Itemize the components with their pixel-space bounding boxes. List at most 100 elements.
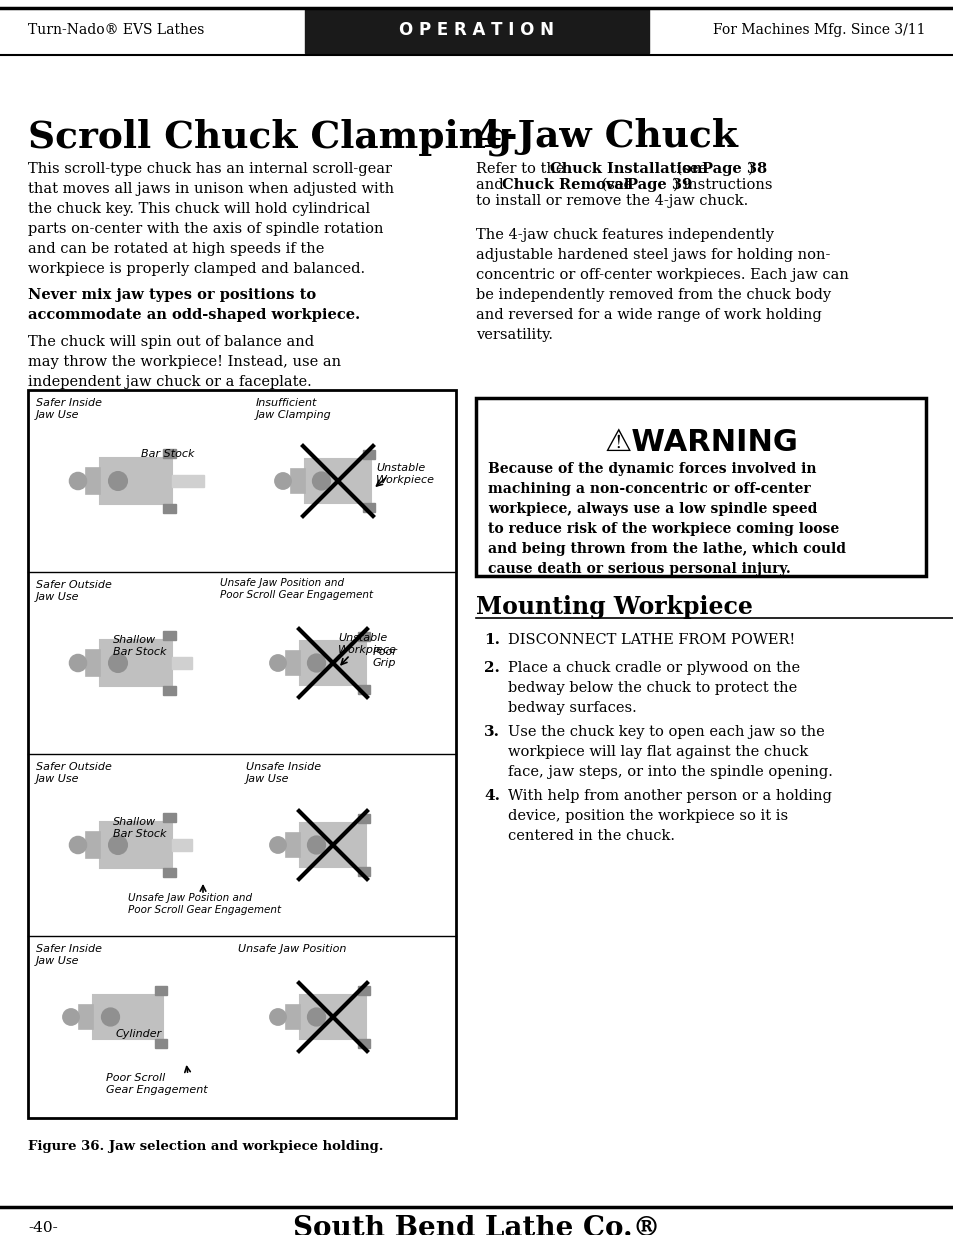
Text: Jaw Use: Jaw Use	[36, 592, 79, 601]
Text: Safer Inside: Safer Inside	[36, 398, 102, 408]
Bar	[154, 1039, 167, 1047]
Text: Poor Scroll Gear Engagement: Poor Scroll Gear Engagement	[128, 905, 281, 915]
Circle shape	[109, 836, 127, 855]
Bar	[357, 1039, 370, 1047]
Text: O P E R A T I O N: O P E R A T I O N	[399, 21, 554, 40]
Bar	[163, 685, 176, 695]
Text: Figure 36. Jaw selection and workpiece holding.: Figure 36. Jaw selection and workpiece h…	[28, 1140, 383, 1153]
Text: Poor: Poor	[373, 647, 397, 657]
Circle shape	[63, 1009, 79, 1025]
Bar	[363, 503, 375, 511]
Bar	[28, 390, 456, 1118]
Bar	[172, 839, 192, 851]
Text: Shallow: Shallow	[112, 635, 156, 645]
Bar	[86, 468, 100, 494]
Text: (see: (see	[671, 162, 711, 177]
Circle shape	[270, 1009, 286, 1025]
Text: ): )	[747, 162, 753, 177]
Text: Safer Outside: Safer Outside	[36, 762, 112, 772]
Text: Use the chuck key to open each jaw so the
workpiece will lay flat against the ch: Use the chuck key to open each jaw so th…	[507, 725, 832, 779]
Text: Poor Scroll Gear Engagement: Poor Scroll Gear Engagement	[220, 590, 373, 600]
Text: ⚠WARNING: ⚠WARNING	[603, 429, 797, 457]
Text: Jaw Use: Jaw Use	[36, 774, 79, 784]
Text: Chuck Removal: Chuck Removal	[501, 178, 629, 191]
Text: Jaw Clamping: Jaw Clamping	[255, 410, 332, 420]
Text: Workpiece: Workpiece	[337, 645, 396, 655]
Text: Unsafe Inside: Unsafe Inside	[246, 762, 321, 772]
Text: The 4-jaw chuck features independently
adjustable hardened steel jaws for holdin: The 4-jaw chuck features independently a…	[476, 228, 848, 342]
Text: Unsafe Jaw Position and: Unsafe Jaw Position and	[220, 578, 344, 588]
Text: Turn-Nado® EVS Lathes: Turn-Nado® EVS Lathes	[28, 23, 204, 37]
Bar	[357, 632, 370, 641]
Bar	[363, 451, 375, 459]
Text: With help from another person or a holding
device, position the workpiece so it : With help from another person or a holdi…	[507, 789, 831, 844]
Text: ) instructions: ) instructions	[672, 178, 772, 191]
Text: Bar Stock: Bar Stock	[112, 829, 167, 839]
Text: DISCONNECT LATHE FROM POWER!: DISCONNECT LATHE FROM POWER!	[507, 634, 795, 647]
Text: Unsafe Jaw Position and: Unsafe Jaw Position and	[128, 893, 252, 903]
Bar	[299, 823, 366, 867]
Bar	[163, 448, 176, 458]
Bar	[357, 867, 370, 876]
Circle shape	[70, 473, 87, 489]
Circle shape	[270, 655, 286, 671]
Text: Gear Engagement: Gear Engagement	[106, 1086, 208, 1095]
Text: Jaw Use: Jaw Use	[246, 774, 289, 784]
Bar	[100, 640, 172, 685]
Bar	[79, 1005, 92, 1029]
Bar	[305, 459, 371, 503]
Bar	[299, 995, 366, 1039]
Bar	[86, 651, 100, 676]
Text: -40-: -40-	[28, 1221, 58, 1235]
Circle shape	[308, 1008, 325, 1026]
Text: 4-Jaw Chuck: 4-Jaw Chuck	[476, 119, 737, 156]
Bar	[163, 868, 176, 877]
Text: Scroll Chuck Clamping: Scroll Chuck Clamping	[28, 119, 512, 156]
Bar	[172, 474, 204, 488]
Text: Cylinder: Cylinder	[116, 1029, 162, 1039]
Text: Unsafe Jaw Position: Unsafe Jaw Position	[237, 944, 346, 953]
Bar	[86, 832, 100, 857]
Text: Jaw Use: Jaw Use	[36, 410, 79, 420]
Text: 4.: 4.	[483, 789, 499, 803]
Text: Never mix jaw types or positions to
accommodate an odd-shaped workpiece.: Never mix jaw types or positions to acco…	[28, 288, 359, 322]
Bar	[286, 651, 299, 676]
Bar	[357, 987, 370, 995]
Bar	[100, 458, 172, 504]
Bar	[163, 631, 176, 640]
Text: The chuck will spin out of balance and
may throw the workpiece! Instead, use an
: The chuck will spin out of balance and m…	[28, 335, 341, 389]
Text: 3.: 3.	[483, 725, 499, 739]
Bar	[291, 469, 305, 493]
Circle shape	[308, 836, 325, 853]
Text: Mounting Workpiece: Mounting Workpiece	[476, 595, 752, 619]
Text: Unstable: Unstable	[375, 463, 425, 473]
Text: Grip: Grip	[373, 658, 396, 668]
Bar	[357, 685, 370, 694]
Circle shape	[70, 655, 87, 672]
Text: Page 38: Page 38	[701, 162, 766, 177]
Text: Safer Inside: Safer Inside	[36, 944, 102, 953]
Bar	[357, 814, 370, 823]
Text: Workpiece: Workpiece	[375, 475, 435, 485]
Bar	[305, 7, 648, 53]
Text: 1.: 1.	[483, 634, 499, 647]
Text: 2.: 2.	[483, 661, 499, 676]
Text: Shallow: Shallow	[112, 818, 156, 827]
Circle shape	[109, 472, 127, 490]
Bar	[286, 832, 299, 857]
Bar	[100, 823, 172, 868]
Text: This scroll-type chuck has an internal scroll-gear
that moves all jaws in unison: This scroll-type chuck has an internal s…	[28, 162, 394, 277]
Bar	[92, 995, 163, 1039]
Bar	[154, 987, 167, 995]
Text: and: and	[476, 178, 508, 191]
Text: (see: (see	[597, 178, 636, 191]
Bar	[163, 504, 176, 514]
Text: Place a chuck cradle or plywood on the
bedway below the chuck to protect the
bed: Place a chuck cradle or plywood on the b…	[507, 661, 800, 715]
Text: Because of the dynamic forces involved in
machining a non-concentric or off-cent: Because of the dynamic forces involved i…	[488, 462, 845, 577]
Circle shape	[270, 837, 286, 853]
Circle shape	[308, 655, 325, 672]
Text: Page 39: Page 39	[626, 178, 691, 191]
Bar	[299, 641, 366, 685]
Text: Chuck Installation: Chuck Installation	[550, 162, 701, 177]
Text: Poor Scroll: Poor Scroll	[106, 1073, 165, 1083]
